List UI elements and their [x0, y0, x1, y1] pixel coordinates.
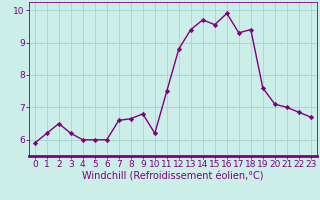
X-axis label: Windchill (Refroidissement éolien,°C): Windchill (Refroidissement éolien,°C): [82, 172, 264, 182]
